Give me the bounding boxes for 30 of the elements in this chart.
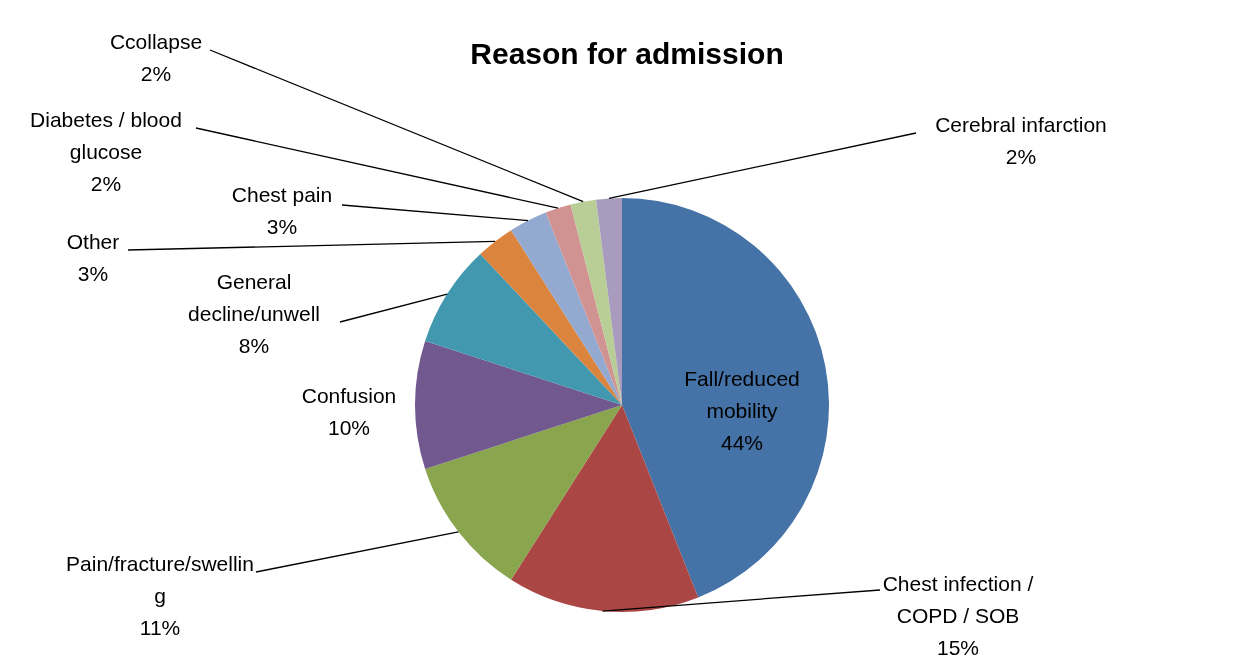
pie-slice — [570, 199, 622, 405]
pie-slice — [480, 230, 622, 405]
data-label: 2% — [140, 62, 172, 85]
pie-slice — [622, 198, 829, 598]
slice-label: Diabetes / blood glucose — [30, 108, 182, 163]
slice-label: Chest infection / COPD / SOB — [882, 572, 1034, 627]
slice-label: Pain/fracture/swelling — [66, 552, 254, 607]
data-label: 10% — [327, 416, 371, 439]
pie-slice — [415, 341, 622, 469]
pie-slice — [511, 405, 699, 612]
slice-label: Chest pain — [231, 183, 333, 206]
pie-slice — [425, 254, 622, 405]
chart-title: Reason for admission — [470, 37, 784, 70]
slice-label: Confusion — [301, 384, 397, 407]
data-label: 15% — [936, 636, 980, 659]
data-label: 2% — [90, 172, 122, 195]
slice-label: Fall/reduced mobility — [684, 367, 800, 422]
data-label: 3% — [77, 262, 109, 285]
slice-label: General decline/unwell — [188, 270, 320, 325]
data-label: 44% — [720, 431, 764, 454]
data-label: 2% — [1005, 145, 1037, 168]
data-label: 8% — [238, 334, 270, 357]
data-label: 11% — [139, 616, 181, 639]
pie-slice — [511, 212, 622, 405]
data-label: 3% — [266, 215, 298, 238]
slice-label: Ccollapse — [109, 30, 203, 53]
pie-slice — [425, 405, 622, 580]
slice-label: Cerebral infarction — [935, 113, 1107, 136]
slice-label: Other — [66, 230, 120, 253]
pie-slice — [545, 204, 622, 405]
